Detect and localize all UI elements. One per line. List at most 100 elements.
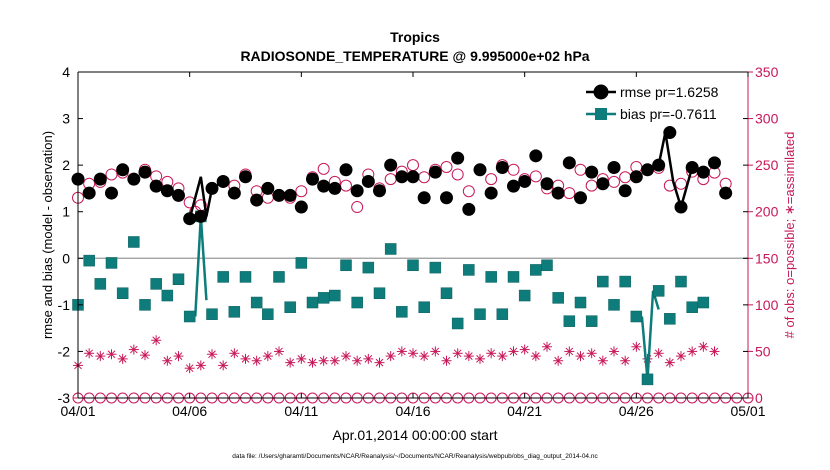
- bias-point: [94, 278, 107, 290]
- y-tick-label-right: 200: [755, 204, 779, 220]
- obs-assimilated-point: [318, 355, 329, 366]
- asterisk-stroke: [386, 352, 395, 360]
- asterisk-stroke: [208, 350, 216, 359]
- asterisk-stroke: [96, 352, 105, 360]
- obs-assimilated-point: [486, 348, 497, 359]
- asterisk-stroke: [598, 356, 607, 365]
- asterisk-stroke: [141, 351, 149, 360]
- rmse-point: [160, 184, 174, 198]
- bias-point: [317, 292, 330, 304]
- obs-possible-point: [462, 185, 475, 198]
- obs-assimilated-point: [664, 357, 675, 368]
- x-tick-label: 04/21: [507, 403, 542, 419]
- obs-assimilated-point: [84, 348, 95, 359]
- obs-assimilated-point: [508, 346, 519, 357]
- bias-point: [574, 296, 587, 309]
- obs-assimilated-point: [463, 351, 474, 362]
- obs-assimilated-point: [229, 348, 240, 359]
- obs-assimilated-point: [609, 346, 619, 357]
- asterisk-stroke: [565, 347, 574, 356]
- rmse-point: [384, 158, 398, 172]
- obs-assimilated-point: [653, 348, 664, 359]
- asterisk-stroke: [107, 350, 116, 359]
- x-tick-label: 04/01: [60, 403, 95, 419]
- y-tick-label-right: 100: [755, 297, 779, 313]
- asterisk-stroke: [654, 349, 663, 358]
- bias-point: [463, 264, 475, 276]
- obs-assimilated-point: [251, 355, 262, 366]
- rmse-point: [373, 184, 386, 198]
- obs-assimilated-point: [329, 355, 340, 366]
- y-tick-label-right: 150: [755, 250, 779, 266]
- rmse-point: [708, 156, 721, 170]
- asterisk-stroke: [397, 347, 406, 356]
- bias-point: [418, 301, 430, 313]
- bias-point: [273, 271, 285, 283]
- legend-rmse-marker: [593, 84, 609, 100]
- obs-possible-point: [317, 162, 330, 175]
- rmse-point: [93, 172, 107, 186]
- rmse-point: [484, 186, 498, 200]
- bias-point: [507, 271, 520, 283]
- chart-title: Tropics: [390, 29, 440, 45]
- obs-assimilated-point: [262, 351, 273, 362]
- bias-point: [172, 273, 185, 285]
- asterisk-stroke: [152, 336, 161, 345]
- rmse-point: [272, 188, 286, 202]
- obs-assimilated-point: [106, 349, 117, 360]
- obs-assimilated-point: [698, 341, 709, 352]
- rmse-point: [294, 200, 308, 214]
- y-tick-label-right: 50: [755, 343, 771, 359]
- obs-possible-point: [485, 173, 498, 186]
- asterisk-stroke: [498, 352, 507, 360]
- legend-bias-marker: [595, 108, 607, 120]
- bias-point: [641, 373, 654, 386]
- asterisk-stroke: [610, 347, 618, 356]
- obs-assimilated-point: [184, 363, 195, 374]
- asterisk-stroke: [576, 352, 585, 360]
- chart-subtitle: RADIOSONDE_TEMPERATURE @ 9.995000e+02 hP…: [240, 48, 589, 64]
- asterisk-stroke: [520, 345, 529, 354]
- asterisk-stroke: [688, 347, 697, 356]
- bias-point: [362, 261, 375, 274]
- x-tick-label: 04/06: [172, 403, 207, 419]
- rmse-point: [406, 170, 420, 184]
- y-tick-label-right: 0: [755, 390, 763, 406]
- asterisk-stroke: [375, 358, 384, 367]
- bias-point: [128, 236, 140, 248]
- y-tick-label-left: 1: [62, 204, 70, 220]
- obs-assimilated-point: [374, 357, 385, 368]
- obs-assimilated-point: [530, 351, 541, 362]
- footnote: data file: /Users/gharamti/Documents/NCA…: [232, 453, 598, 460]
- bias-point: [116, 287, 129, 299]
- obs-assimilated-point: [363, 353, 374, 364]
- rmse-point: [239, 170, 252, 184]
- bias-point: [306, 296, 319, 309]
- bias-point: [217, 271, 229, 283]
- obs-assimilated-point: [519, 344, 530, 355]
- asterisk-stroke: [230, 349, 239, 358]
- asterisk-stroke: [543, 342, 551, 351]
- x-tick-label: 04/16: [395, 403, 430, 419]
- obs-assimilated-point: [497, 351, 508, 362]
- bias-point: [541, 259, 553, 272]
- asterisk-stroke: [353, 356, 362, 365]
- rmse-point: [719, 186, 733, 200]
- bias-point: [474, 308, 486, 320]
- rmse-point: [283, 188, 297, 202]
- bias-point: [150, 278, 162, 290]
- bias-point: [530, 264, 542, 276]
- rmse-point: [551, 186, 565, 200]
- rmse-point: [696, 165, 710, 179]
- x-tick-label: 05/01: [730, 403, 765, 419]
- obs-assimilated-point: [430, 346, 441, 357]
- obs-assimilated-point: [586, 348, 597, 359]
- rmse-point: [328, 181, 342, 195]
- rmse-point: [529, 149, 543, 163]
- obs-assimilated-point: [285, 357, 296, 368]
- y-tick-label-left: 2: [62, 157, 70, 173]
- rmse-point: [629, 170, 643, 184]
- obs-assimilated-point: [475, 353, 485, 364]
- obs-assimilated-point: [597, 355, 608, 366]
- rmse-point: [473, 163, 487, 177]
